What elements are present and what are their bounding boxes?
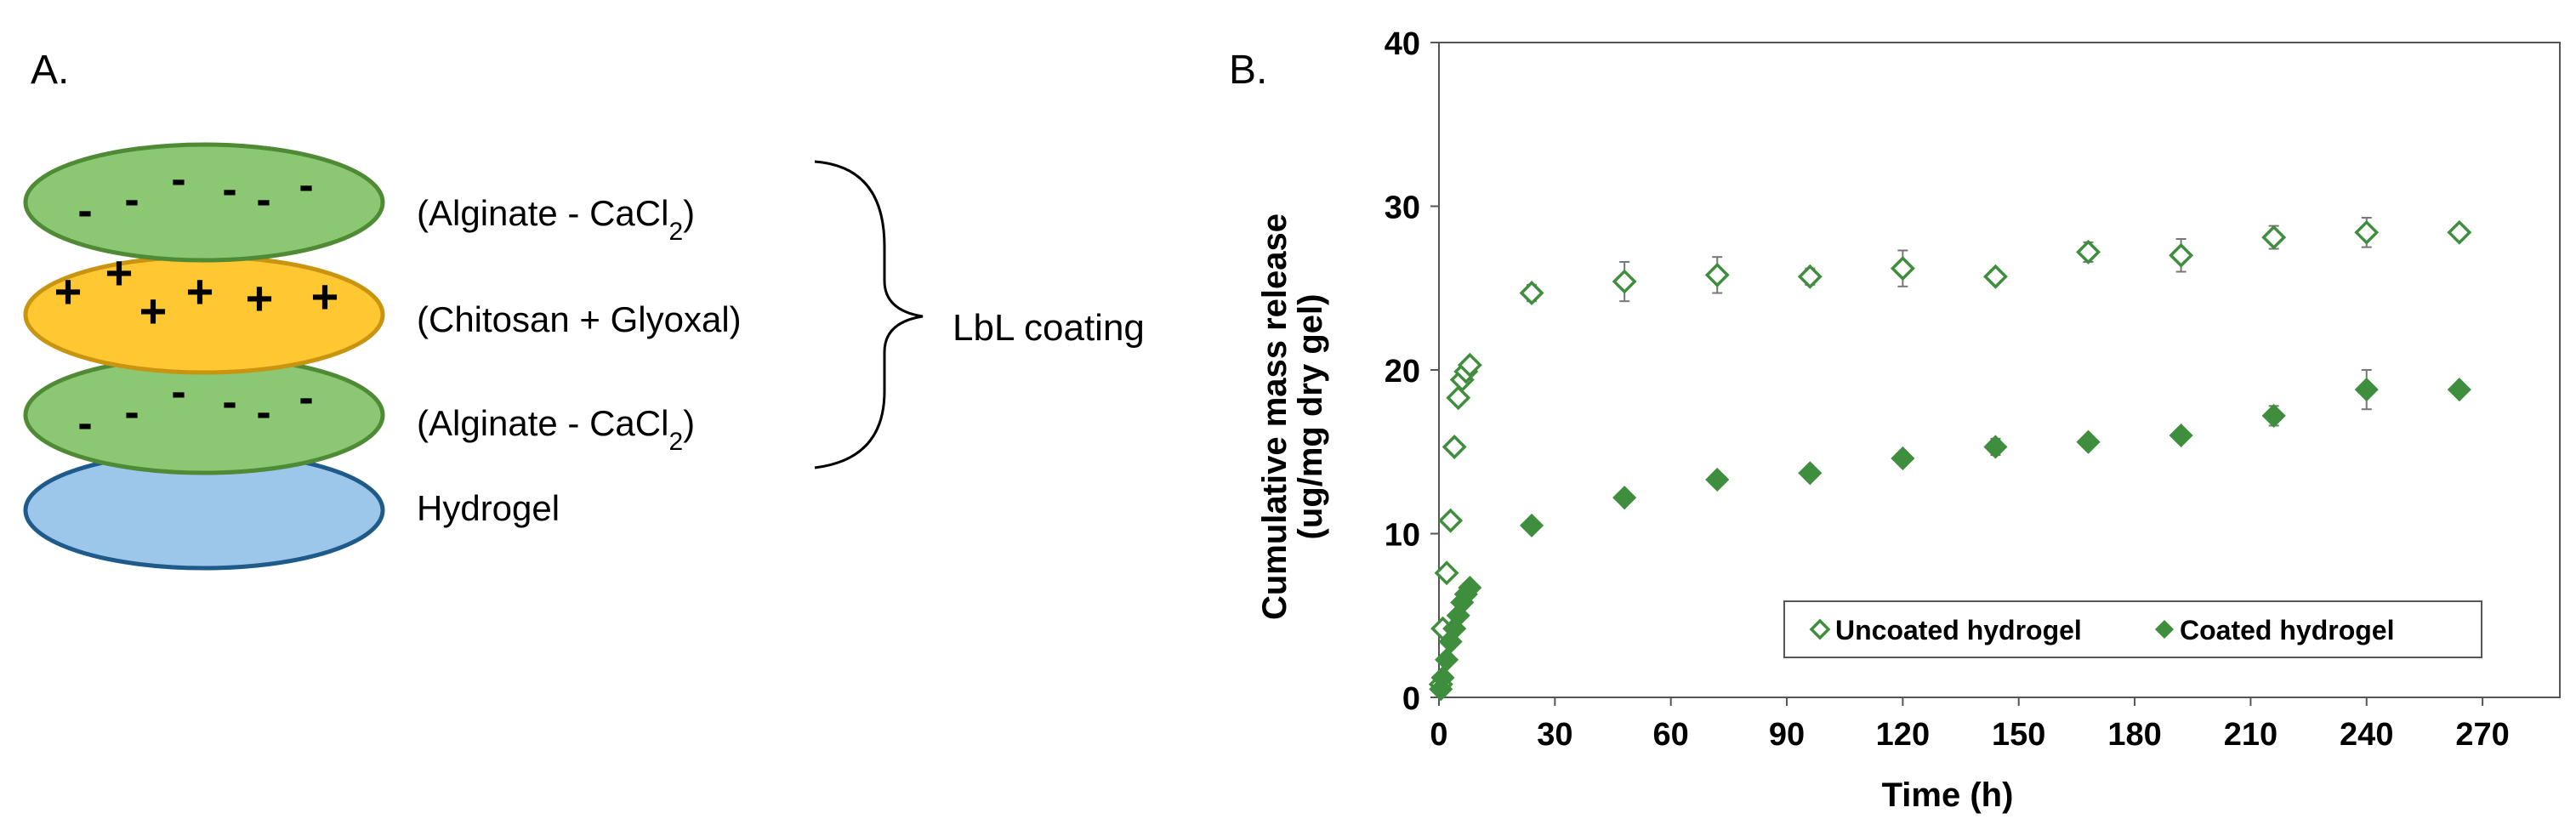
legend-label-2: Coated hydrogel	[2180, 615, 2394, 645]
coated-point	[1983, 435, 2008, 459]
coated-point	[1430, 665, 1455, 690]
x-tick-label: 120	[1876, 717, 1930, 753]
legend: Uncoated hydrogel Coated hydrogel	[1783, 600, 2482, 658]
y-axis: 0 10 20 30 40	[1385, 26, 1439, 717]
coated-point	[1798, 461, 1823, 486]
uncoated-point	[1434, 560, 1459, 586]
legend-label-1: Uncoated hydrogel	[1835, 615, 2082, 645]
legend-box	[1783, 600, 2482, 658]
legend-marker-1	[1809, 618, 1831, 640]
coated-point	[2447, 378, 2471, 402]
y-axis-label: Cumulative mass release (ug/mg dry gel)	[1256, 213, 1329, 620]
uncoated-point	[2076, 239, 2101, 264]
panel-b-label: B.	[1229, 48, 1267, 93]
charge-symbol: -	[77, 399, 92, 448]
coated-point	[1891, 446, 1915, 471]
layer-label-3: (Alginate - CaCl2)	[417, 403, 695, 456]
x-tick-label: 240	[2340, 717, 2393, 753]
charge-symbol: -	[299, 373, 313, 423]
y-tick-label: 40	[1385, 26, 1420, 62]
y-tick-label: 0	[1402, 681, 1420, 717]
layer-label-4: Hydrogel	[417, 488, 560, 528]
y-axis-label-line1: Cumulative mass release	[1256, 213, 1294, 620]
uncoated-point	[1438, 508, 1464, 533]
uncoated-point	[1982, 264, 2008, 289]
panel-a: A. -- - - --+ ++ + + +-- - - --(Alginate - CaCl2)(…	[23, 48, 1145, 571]
charge-symbol: -	[222, 378, 236, 427]
series-2	[1429, 369, 2471, 702]
lbl-coating-label: LbL coating	[952, 307, 1145, 349]
coated-point	[1520, 513, 1544, 537]
charge-symbol: -	[171, 367, 185, 417]
uncoated-point	[1612, 269, 1637, 294]
coated-point	[2261, 403, 2286, 428]
x-tick-label: 90	[1769, 717, 1805, 753]
release-chart: 0 10 20 30 40 0 30 60 90 120 150 180 210 240 270 Cumu…	[1256, 26, 2561, 814]
uncoated-point	[2261, 225, 2287, 250]
uncoated-point	[1446, 385, 1471, 411]
charge-symbol: +	[139, 284, 168, 338]
uncoated-point	[2354, 219, 2380, 245]
panel-b: B. 0 10 20 30 40 0 30 60 90 120 150 180 210 240 270 C…	[1229, 26, 2561, 814]
coated-point	[1435, 647, 1459, 672]
y-tick-label: 20	[1385, 354, 1420, 390]
charge-symbol: +	[105, 246, 134, 299]
coated-point	[1612, 486, 1637, 510]
x-tick-label: 0	[1430, 717, 1447, 753]
uncoated-point	[1442, 435, 1467, 459]
uncoated-point	[2447, 219, 2472, 245]
charge-symbol: -	[299, 161, 313, 210]
x-tick-label: 210	[2224, 717, 2277, 753]
lbl-bracket	[814, 160, 924, 469]
panel-a-label: A.	[31, 48, 69, 93]
x-tick-label: 270	[2455, 717, 2509, 753]
layer-ellipse-1	[23, 142, 385, 263]
x-axis-label: Time (h)	[1882, 776, 2014, 814]
y-tick-label: 30	[1385, 191, 1420, 226]
uncoated-point	[2169, 242, 2194, 268]
uncoated-point	[1704, 262, 1730, 287]
x-tick-label: 30	[1537, 717, 1572, 753]
x-axis: 0 30 60 90 120 150 180 210 240 270	[1430, 697, 2510, 753]
series-layer	[1428, 216, 2472, 702]
coated-point	[1458, 575, 1482, 600]
y-tick-label: 10	[1385, 518, 1420, 554]
uncoated-point	[1457, 352, 1482, 378]
charge-symbol: +	[54, 264, 82, 318]
charge-symbol: -	[77, 186, 92, 236]
y-axis-label-line2: (ug/mg dry gel)	[1292, 294, 1329, 540]
uncoated-point	[1797, 264, 1823, 289]
x-tick-label: 60	[1653, 717, 1689, 753]
charge-symbol: -	[124, 175, 139, 225]
charge-symbol: -	[171, 155, 185, 204]
charge-symbol: +	[311, 270, 339, 323]
coated-point	[1705, 467, 1730, 492]
coated-point	[2169, 423, 2193, 448]
charge-symbol: -	[256, 388, 270, 437]
charge-symbol: +	[246, 271, 274, 325]
uncoated-point	[1519, 281, 1544, 305]
layer-stack: -- - - --+ ++ + + +-- - - --(Alginate - CaCl2)(Chi…	[23, 142, 742, 571]
layer-label-1: (Alginate - CaCl2)	[417, 193, 695, 246]
legend-marker-2	[2154, 619, 2175, 640]
plot-area	[1438, 42, 2561, 698]
coated-point	[2076, 429, 2101, 454]
charge-symbol: -	[222, 165, 236, 214]
uncoated-point	[1890, 256, 1915, 282]
x-tick-label: 150	[1992, 717, 2045, 753]
charge-symbol: -	[256, 175, 270, 225]
x-tick-label: 180	[2107, 717, 2161, 753]
charge-symbol: -	[124, 388, 139, 437]
coated-point	[2354, 378, 2379, 402]
charge-symbol: +	[186, 264, 214, 318]
layer-label-2: (Chitosan + Glyoxal)	[417, 299, 742, 339]
